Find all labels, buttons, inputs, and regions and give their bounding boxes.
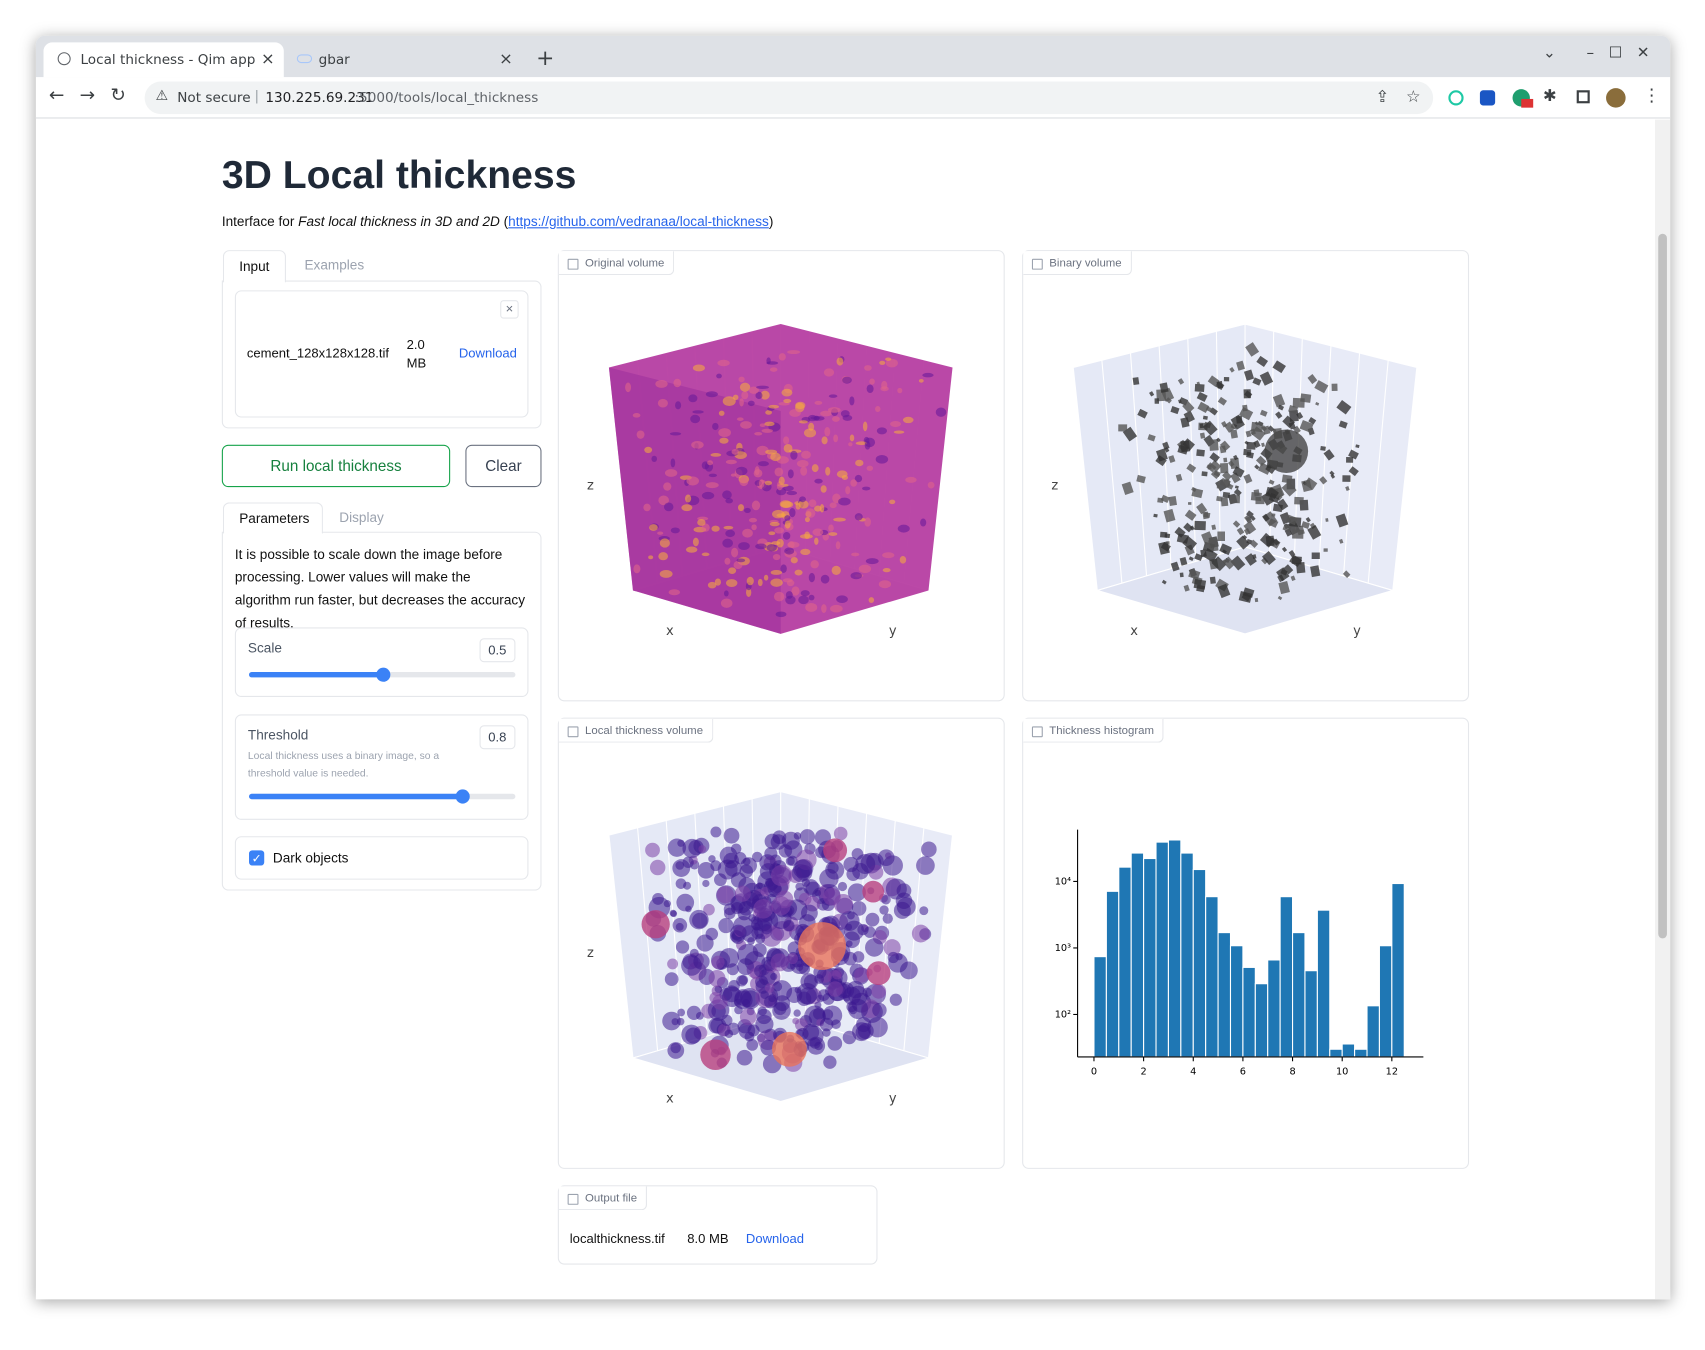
tab-close[interactable]: × — [260, 48, 275, 69]
plot-box: Local thickness volume — [557, 717, 1005, 1169]
slider-label: Scale — [247, 640, 282, 656]
threshold-box: Threshold Local thickness uses a binary … — [234, 714, 529, 820]
new-tab[interactable]: + — [536, 44, 555, 71]
output-box: Output file localthickness.tif 8.0 MB Do… — [557, 1185, 878, 1265]
menu-icon[interactable]: ⋮ — [1643, 84, 1661, 106]
parameters-panel — [221, 531, 542, 891]
slider-value[interactable]: 0.5 — [479, 638, 516, 663]
scrollbar-thumb[interactable] — [1658, 233, 1667, 939]
checkbox-label: Dark objects — [272, 850, 349, 866]
tab-search[interactable]: ⌄ — [1542, 44, 1556, 62]
slider-thumb[interactable] — [375, 667, 390, 682]
tab[interactable]: Parameters — [222, 502, 323, 534]
security-label: Not secure — [177, 89, 251, 106]
output-label: Output file — [558, 1186, 647, 1211]
share-icon[interactable]: ⇪ — [1375, 86, 1390, 107]
description: It is possible to scale down the image b… — [234, 546, 525, 631]
extensions-icon[interactable]: ✱ — [1542, 85, 1557, 106]
scale-box: Scale 0.5 — [234, 627, 529, 698]
plot-box: Binary volume — [1022, 250, 1470, 702]
nav-buttons[interactable]: ←→↻ — [48, 84, 142, 107]
slider-label: Threshold — [247, 727, 309, 743]
remove-file[interactable]: × — [500, 300, 519, 319]
plot-label: Local thickness volume — [558, 718, 713, 743]
plot-label: Original volume — [558, 251, 675, 276]
run-button[interactable]: Run local thickness — [221, 444, 451, 488]
checkbox[interactable]: ✓ — [249, 850, 265, 866]
cloud-icon — [296, 54, 313, 64]
file-size: 8.0 MB — [687, 1230, 729, 1247]
download-link[interactable]: Download — [745, 1230, 804, 1247]
extension-badge — [1521, 98, 1534, 108]
tab[interactable]: Examples — [304, 257, 365, 273]
download-link[interactable]: Download — [458, 345, 517, 362]
slider-value[interactable]: 0.8 — [479, 725, 516, 750]
file-size: 2.0 MB — [406, 337, 427, 371]
file-name: localthickness.tif — [569, 1230, 665, 1247]
warning-icon: ⚠ — [155, 88, 169, 105]
tab-close[interactable]: × — [499, 48, 513, 69]
window-controls[interactable]: – ☐ ✕ — [1586, 44, 1650, 62]
url-path: :5000/tools/local_thickness — [354, 89, 539, 106]
plot-box: Thickness histogram — [1022, 717, 1470, 1169]
intro-text: ( — [499, 214, 509, 230]
sidepanel-icon[interactable] — [1576, 90, 1590, 104]
tab-title: gbar — [318, 51, 350, 68]
file-box: × cement_128x128x128.tif 2.0 MB Download — [234, 290, 529, 418]
plot-box: Original volume — [557, 250, 1005, 702]
slider-track[interactable] — [249, 667, 516, 682]
extension-icon[interactable] — [1448, 90, 1464, 106]
plot-label: Thickness histogram — [1023, 718, 1164, 743]
page-title: 3D Local thickness — [221, 152, 577, 197]
url-host: 130.225.69.231 — [265, 89, 374, 106]
tab[interactable]: gbar × — [286, 42, 520, 77]
omnibox[interactable]: ⚠ Not secure | 130.225.69.231 :5000/tool… — [144, 81, 1434, 115]
dark-objects-box: ✓ Dark objects — [234, 836, 529, 880]
tab[interactable]: Input — [222, 250, 286, 283]
intro-text: Interface for — [221, 214, 299, 230]
intro-link[interactable]: https://github.com/vedranaa/local-thickn… — [508, 214, 769, 230]
slider-info: Local thickness uses a binary image, so … — [247, 750, 440, 780]
extension-icon[interactable] — [1479, 90, 1496, 106]
globe-icon — [57, 52, 71, 66]
slider-fill — [249, 671, 383, 678]
intro: Interface for Fast local thickness in 3D… — [222, 214, 774, 229]
separator: | — [254, 86, 260, 104]
plot-label: Binary volume — [1023, 251, 1132, 276]
intro-text: ) — [768, 214, 774, 230]
file-name: cement_128x128x128.tif — [246, 345, 390, 362]
slider-fill — [249, 793, 463, 800]
tab-title: Local thickness - Qim app — [80, 51, 256, 68]
profile-avatar[interactable] — [1606, 88, 1626, 108]
tab[interactable]: Display — [339, 509, 384, 526]
active-tab[interactable]: Local thickness - Qim app × — [43, 42, 284, 78]
intro-emphasis: Fast local thickness in 3D and 2D — [298, 214, 500, 230]
slider-track[interactable] — [249, 789, 516, 804]
slider-thumb[interactable] — [455, 789, 470, 804]
clear-button[interactable]: Clear — [465, 444, 542, 488]
bookmark-icon[interactable]: ☆ — [1405, 86, 1421, 107]
